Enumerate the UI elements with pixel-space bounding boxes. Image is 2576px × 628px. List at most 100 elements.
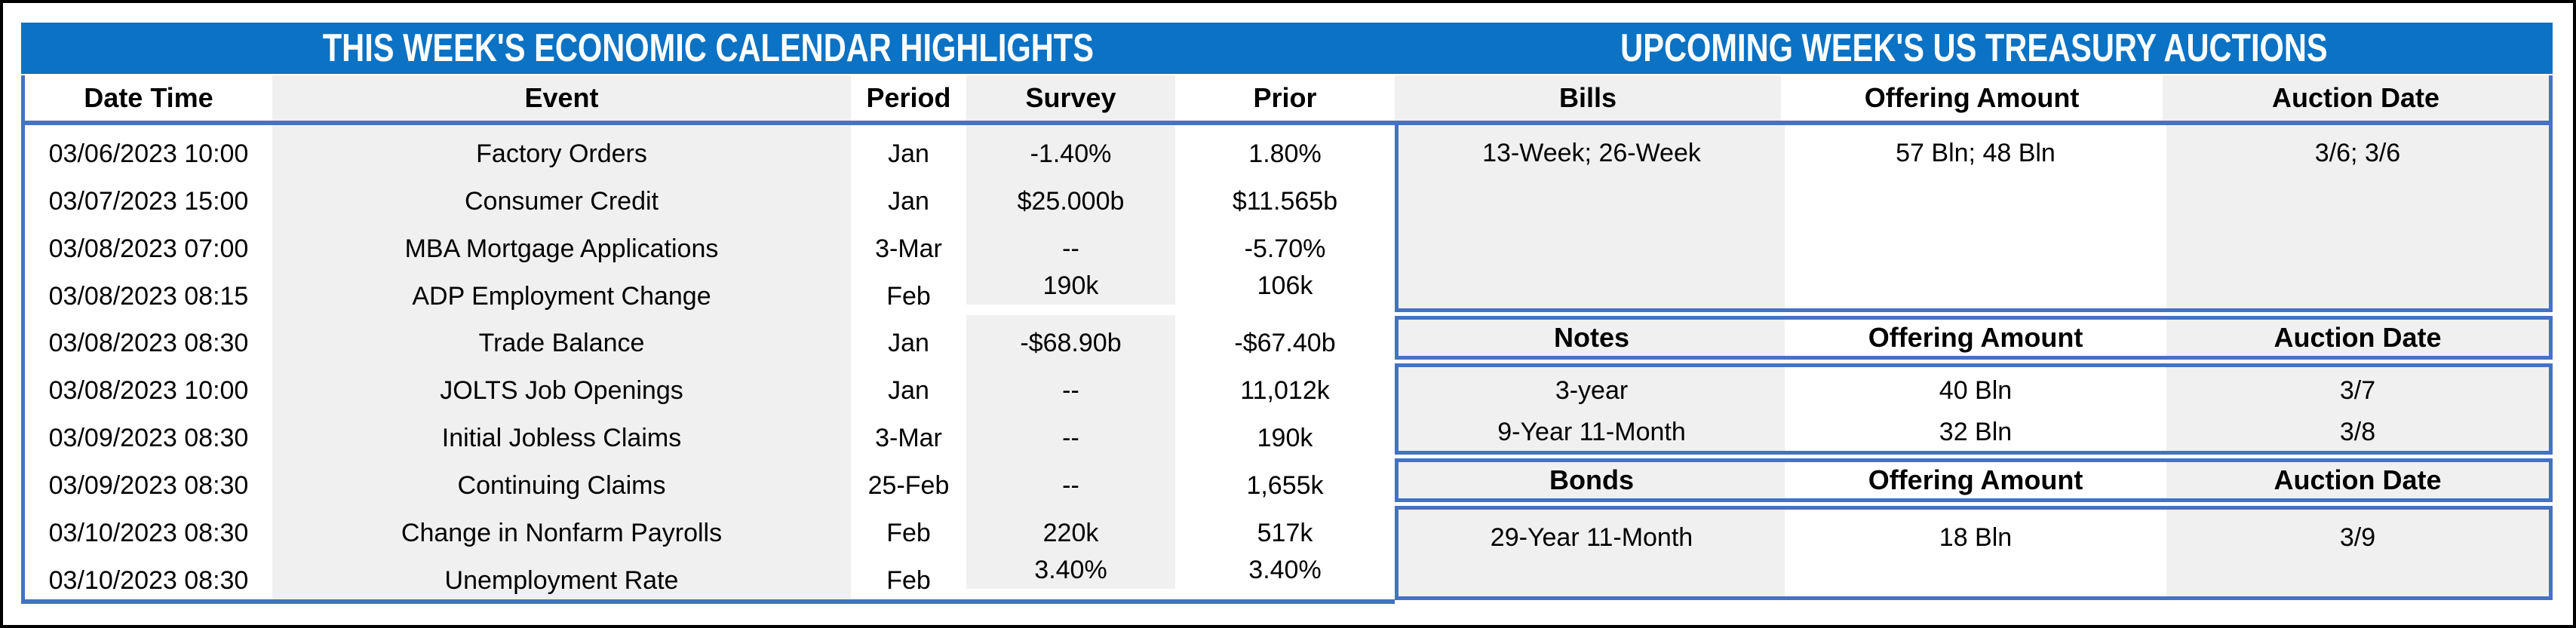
calendar-row: 03/10/2023 08:30 Unemployment Rate Feb 3… bbox=[25, 541, 1395, 599]
cell-event: Continuing Claims bbox=[272, 457, 851, 505]
cell-survey: -$68.90b bbox=[966, 314, 1175, 363]
bills-auction-date-column: 3/6; 3/6 bbox=[2166, 125, 2549, 308]
left-table-left-border bbox=[21, 75, 25, 604]
notes-offering-column: 40 Bln 32 Bln bbox=[1785, 367, 2166, 451]
cell-date-time: 03/09/2023 08:30 bbox=[48, 424, 249, 453]
cell-survey: -- bbox=[966, 409, 1175, 458]
cell-date-time: 03/09/2023 08:30 bbox=[48, 471, 249, 501]
cell-bills-auction-date: 3/6; 3/6 bbox=[2314, 139, 2401, 167]
calendar-row: 03/08/2023 10:00 JOLTS Job Openings Jan … bbox=[25, 362, 1395, 410]
cell-period: Feb bbox=[886, 281, 931, 311]
column-header-row: Date Time Event Period Survey Prior Bill… bbox=[25, 75, 2553, 121]
economic-calendar-rows: 03/06/2023 10:00 Factory Orders Jan -1.4… bbox=[25, 125, 1395, 599]
cell-survey: -1.40% bbox=[966, 125, 1175, 173]
cell-bonds-security: 29-Year 11-Month bbox=[1490, 523, 1693, 552]
cell-survey: -- bbox=[966, 362, 1175, 410]
cell-date-time: 03/10/2023 08:30 bbox=[48, 519, 249, 548]
bills-offering-column: 57 Bln; 48 Bln bbox=[1785, 125, 2166, 308]
notes-security-column: 3-year 9-Year 11-Month bbox=[1399, 367, 1785, 451]
bonds-security-column: 29-Year 11-Month bbox=[1399, 510, 1785, 596]
cell-notes-security: 3-year bbox=[1555, 375, 1629, 405]
cell-prior: 3.40% bbox=[1248, 555, 1322, 584]
header-separator-line bbox=[21, 121, 2553, 125]
calendar-row: 03/07/2023 15:00 Consumer Credit Jan $25… bbox=[25, 172, 1395, 220]
header-date-time: Date Time bbox=[84, 82, 213, 113]
cell-event: Consumer Credit bbox=[272, 172, 851, 220]
bonds-header-cell: Auction Date bbox=[2166, 462, 2549, 498]
cell-period: 25-Feb bbox=[867, 471, 950, 501]
calendar-row: 03/09/2023 08:30 Initial Jobless Claims … bbox=[25, 409, 1395, 458]
header-auction-date: Auction Date bbox=[2163, 75, 2549, 121]
calendar-row: 03/10/2023 08:30 Change in Nonfarm Payro… bbox=[25, 504, 1395, 553]
header-survey: Survey bbox=[966, 75, 1175, 121]
cell-survey: 3.40% bbox=[966, 541, 1175, 589]
cell-period: Jan bbox=[888, 376, 929, 406]
cell-event: Initial Jobless Claims bbox=[272, 409, 851, 458]
header-bonds-auction-date: Auction Date bbox=[2274, 464, 2442, 495]
cell-date-time: 03/08/2023 08:30 bbox=[48, 329, 249, 358]
left-table-bottom-border bbox=[21, 599, 1395, 604]
cell-event: Factory Orders bbox=[272, 125, 851, 173]
notes-header-cell: Offering Amount bbox=[1785, 320, 2166, 356]
header-event: Event bbox=[272, 75, 851, 121]
cell-notes-offering-amount: 40 Bln bbox=[1939, 375, 2013, 405]
cell-period: 3-Mar bbox=[875, 424, 942, 453]
cell-period: Jan bbox=[888, 139, 929, 168]
notes-header-cell: Notes bbox=[1399, 320, 1785, 356]
cell-date-time: 03/08/2023 08:15 bbox=[48, 281, 249, 311]
header-bonds-offering-amount: Offering Amount bbox=[1868, 464, 2083, 495]
cell-period: Jan bbox=[888, 329, 929, 358]
treasury-auctions-title-text: UPCOMING WEEK'S US TREASURY AUCTIONS bbox=[1620, 26, 2328, 70]
bills-section: 13-Week; 26-Week 57 Bln; 48 Bln 3/6; 3/6 bbox=[1395, 125, 2553, 312]
cell-event: JOLTS Job Openings bbox=[272, 362, 851, 410]
cell-event: MBA Mortgage Applications bbox=[272, 219, 851, 268]
cell-prior: $11.565b bbox=[1232, 186, 1338, 216]
calendar-row: 03/09/2023 08:30 Continuing Claims 25-Fe… bbox=[25, 457, 1395, 505]
bonds-header-row: Bonds Offering Amount Auction Date bbox=[1395, 458, 2553, 502]
cell-prior: 106k bbox=[1257, 271, 1313, 300]
cell-event: Trade Balance bbox=[272, 314, 851, 363]
weekly-report-table: THIS WEEK'S ECONOMIC CALENDAR HIGHLIGHTS… bbox=[21, 23, 2553, 604]
economic-calendar-title: THIS WEEK'S ECONOMIC CALENDAR HIGHLIGHTS bbox=[21, 23, 1395, 74]
cell-date-time: 03/08/2023 10:00 bbox=[48, 376, 249, 406]
bonds-auction-date-column: 3/9 bbox=[2166, 510, 2549, 596]
cell-period: Jan bbox=[888, 186, 929, 216]
cell-prior: 1,655k bbox=[1246, 471, 1324, 501]
bonds-offering-column: 18 Bln bbox=[1785, 510, 2166, 596]
cell-notes-offering-amount: 32 Bln bbox=[1939, 418, 2013, 446]
header-notes-offering-amount: Offering Amount bbox=[1868, 322, 2083, 353]
cell-prior: -$67.40b bbox=[1234, 329, 1336, 358]
cell-period: 3-Mar bbox=[875, 234, 942, 263]
cell-date-time: 03/08/2023 07:00 bbox=[48, 234, 249, 263]
cell-bills-offering-amount: 57 Bln; 48 Bln bbox=[1896, 139, 2056, 167]
title-bar: THIS WEEK'S ECONOMIC CALENDAR HIGHLIGHTS… bbox=[21, 23, 2553, 75]
header-offering-amount: Offering Amount bbox=[1864, 82, 2080, 113]
cell-prior: 190k bbox=[1257, 424, 1313, 453]
header-notes: Notes bbox=[1553, 322, 1630, 353]
cell-date-time: 03/07/2023 15:00 bbox=[48, 186, 249, 216]
cell-survey: -- bbox=[966, 457, 1175, 505]
bonds-header-cell: Offering Amount bbox=[1785, 462, 2166, 498]
cell-bonds-auction-date: 3/9 bbox=[2339, 523, 2376, 552]
calendar-row: 03/08/2023 08:15 ADP Employment Change F… bbox=[25, 256, 1395, 315]
cell-event: Change in Nonfarm Payrolls bbox=[272, 504, 851, 553]
cell-survey: 190k bbox=[966, 256, 1175, 305]
cell-bills-security: 13-Week; 26-Week bbox=[1482, 139, 1701, 167]
cell-period: Feb bbox=[886, 519, 931, 548]
cell-event: ADP Employment Change bbox=[272, 267, 851, 315]
bonds-section: 29-Year 11-Month 18 Bln 3/9 bbox=[1395, 506, 2553, 600]
cell-bonds-offering-amount: 18 Bln bbox=[1939, 523, 2013, 552]
cell-notes-auction-date: 3/8 bbox=[2339, 418, 2376, 446]
treasury-auctions-title: UPCOMING WEEK'S US TREASURY AUCTIONS bbox=[1395, 23, 2553, 74]
calendar-row: 03/08/2023 07:00 MBA Mortgage Applicatio… bbox=[25, 219, 1395, 268]
header-period: Period bbox=[866, 82, 951, 113]
notes-auction-date-column: 3/7 3/8 bbox=[2166, 367, 2549, 451]
treasury-auctions-table: 13-Week; 26-Week 57 Bln; 48 Bln 3/6; 3/6… bbox=[1395, 125, 2553, 604]
cell-survey: $25.000b bbox=[966, 172, 1175, 220]
header-prior: Prior bbox=[1253, 82, 1317, 113]
right-edge-border bbox=[2549, 75, 2553, 121]
cell-period: Feb bbox=[886, 565, 931, 595]
cell-prior: -5.70% bbox=[1244, 234, 1326, 263]
cell-date-time: 03/06/2023 10:00 bbox=[48, 139, 249, 168]
